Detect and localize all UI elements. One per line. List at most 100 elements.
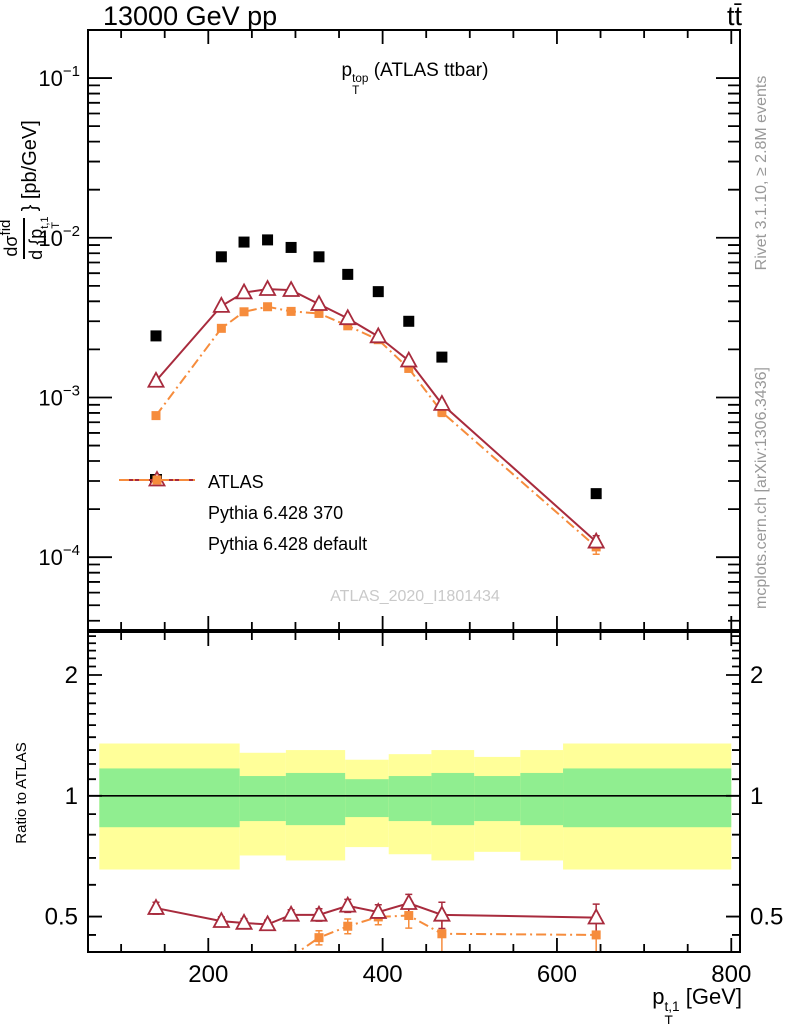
data-point-square (372, 286, 384, 298)
legend: ATLAS Pythia 6.428 370 Pythia 6.428 defa… (116, 467, 367, 560)
observable-suffix: (ATLAS ttbar) (368, 60, 489, 81)
data-point-triangle (399, 350, 418, 368)
ratio-tick-label-left: 1 (65, 783, 78, 810)
y-tick-label: 10−4 (38, 542, 80, 570)
data-point-square (404, 363, 414, 373)
data-point-square (239, 307, 249, 317)
data-point-square (238, 236, 250, 248)
x-tick-label: 400 (363, 961, 403, 988)
observable-symbol: p (341, 60, 353, 81)
y-axis-numerator: dσfid (0, 217, 26, 259)
legend-marker-pythia-default (116, 475, 198, 558)
data-point-square (314, 308, 324, 318)
atlas-data-markers (150, 234, 602, 500)
y-axis-fraction: dσfid d {p t,1 T (0, 216, 63, 260)
data-point-square (343, 921, 353, 931)
y-axis-label: dσfid d {p t,1 T } [pb/GeV] (0, 60, 65, 320)
data-point-triangle (258, 279, 277, 296)
data-point-square (437, 407, 447, 417)
data-point-triangle (399, 893, 418, 910)
data-point-square (590, 488, 602, 500)
data-point-triangle (432, 904, 451, 922)
data-point-triangle (338, 308, 357, 326)
x-tick-label: 600 (537, 961, 577, 988)
ratio-tick-label-right: 0.5 (750, 904, 783, 931)
band-segment-green (345, 779, 389, 818)
data-point-triangle (282, 904, 301, 922)
data-point-square (313, 251, 325, 263)
beam-energy-title: 13000 GeV pp (103, 1, 278, 31)
ratio-y-tick-labels: 2 2 1 1 0.5 0.5 (45, 662, 784, 931)
x-tick-label: 200 (188, 961, 228, 988)
data-point-triangle (309, 904, 329, 922)
legend-label-pythia-370: Pythia 6.428 370 (208, 503, 344, 523)
data-point-triangle (587, 531, 606, 549)
y-axis-units: } [pb/GeV] (18, 120, 41, 212)
data-point-triangle (146, 370, 166, 388)
observable-sup: top (352, 71, 369, 85)
x-tick-label: 800 (711, 961, 751, 988)
legend-marker-pythia-default-svg (119, 475, 195, 485)
data-point-triangle (258, 914, 277, 932)
data-point-square (151, 411, 161, 421)
data-point-triangle (309, 294, 329, 311)
band-segment-green (388, 776, 432, 822)
ratio-tick-label-left: 2 (65, 662, 78, 689)
ratio-panel-frame (87, 631, 741, 953)
data-point-triangle (234, 913, 254, 930)
ratio-y-axis-label: Ratio to ATLAS (13, 742, 30, 844)
data-point-triangle (432, 394, 451, 411)
data-point-triangle (587, 907, 606, 925)
data-point-square (436, 351, 448, 363)
band-segment-green (99, 768, 240, 828)
data-point-triangle (212, 911, 231, 928)
pythia-370-markers (146, 279, 606, 549)
observable-sub: T (352, 83, 360, 97)
x-axis-label: p t,1 T [GeV] (652, 984, 742, 1024)
plot-title: p top T (ATLAS ttbar) (200, 60, 630, 97)
data-point-square (150, 330, 162, 342)
data-point-square (437, 929, 447, 939)
data-point-square (314, 933, 324, 943)
data-point-square (151, 991, 160, 1000)
band-segment-green (431, 772, 475, 826)
data-point-square (403, 315, 415, 327)
ratio-tick-label-right: 2 (750, 662, 763, 689)
data-point-triangle (234, 282, 254, 300)
data-point-square (287, 952, 296, 961)
band-segment-green (239, 776, 286, 822)
top-panel-frame (87, 29, 741, 631)
data-point-square (216, 323, 226, 333)
band-segment-green (520, 772, 564, 826)
data-point-square (262, 234, 274, 246)
data-point-triangle (282, 280, 301, 297)
legend-item-pythia-default: Pythia 6.428 default (116, 475, 368, 560)
process-title: tt̄ (726, 1, 742, 31)
y-tick-label: 10−3 (38, 382, 80, 410)
legend-marker-pythia-370 (116, 470, 198, 527)
y-axis-denominator: d {p t,1 T (26, 216, 63, 260)
legend-item-pythia-370: Pythia 6.428 370 (116, 470, 367, 529)
ratio-tick-label-left: 0.5 (45, 904, 78, 931)
y-tick-label: 10−2 (38, 223, 80, 251)
data-point-square (591, 930, 601, 940)
uncertainty-band-green (99, 768, 732, 828)
legend-label-pythia-default: Pythia 6.428 default (208, 534, 368, 554)
mcplots-arxiv-note: mcplots.cern.ch [arXiv:1306.3436] (753, 367, 770, 609)
top-y-tick-labels: 10−1 10−2 10−3 10−4 (38, 63, 80, 570)
band-segment-green (563, 768, 732, 828)
axis-ticks (88, 30, 740, 952)
pythia-default-line (155, 305, 597, 548)
data-point-square (342, 268, 354, 280)
data-point-triangle (369, 902, 388, 919)
data-point-triangle (212, 296, 231, 313)
rivet-version-note: Rivet 3.1.10, ≥ 2.8M events (753, 75, 770, 271)
x-tick-labels: 200 400 600 800 (188, 961, 751, 988)
analysis-watermark: ATLAS_2020_I1801434 (330, 588, 500, 605)
band-segment-green (474, 776, 521, 822)
legend-label-atlas: ATLAS (208, 472, 264, 492)
data-point-triangle (369, 326, 388, 344)
band-segment-green (285, 772, 346, 826)
ratio-tick-label-right: 1 (750, 783, 763, 810)
